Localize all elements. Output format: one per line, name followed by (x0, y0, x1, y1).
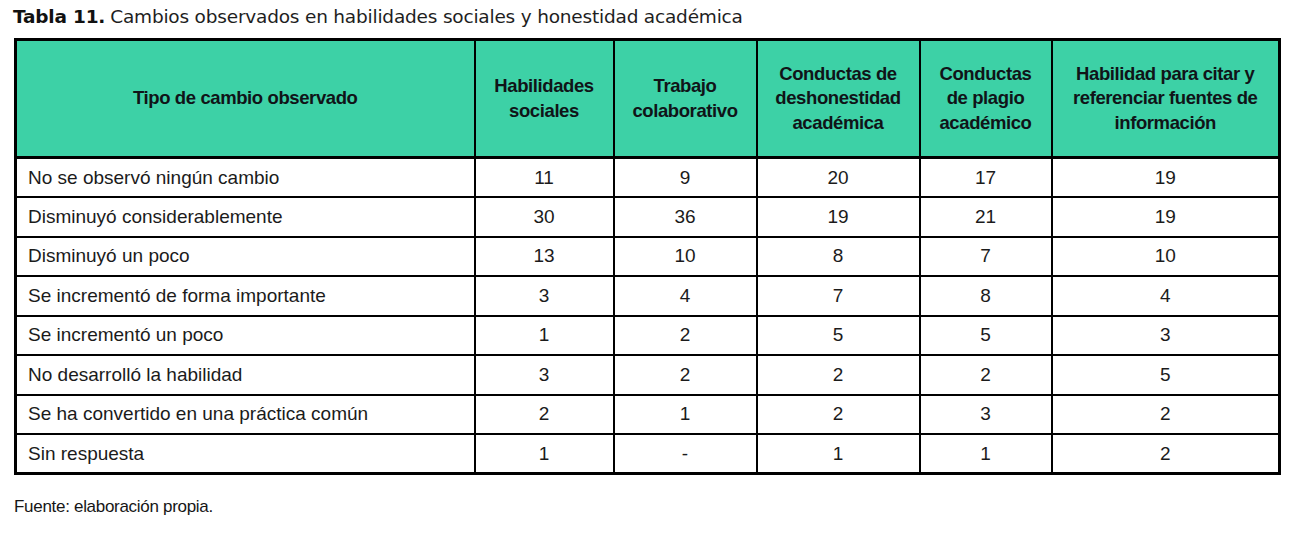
table-row: Se incrementó de forma importante34784 (16, 276, 1280, 316)
cell-value: 2 (757, 355, 920, 395)
cell-value: 2 (475, 395, 614, 435)
cell-value: 5 (757, 316, 920, 356)
cell-value: 7 (757, 276, 920, 316)
cell-value: 5 (1052, 355, 1280, 395)
cell-value: 2 (757, 395, 920, 435)
row-label: Se incrementó un poco (16, 316, 475, 356)
cell-value: 2 (1052, 395, 1280, 435)
cell-value: 2 (920, 355, 1052, 395)
column-header: Conductas de deshonestidad académica (757, 40, 920, 158)
row-label: Se ha convertido en una práctica común (16, 395, 475, 435)
page: Tabla 11.Cambios observados en habilidad… (0, 0, 1290, 533)
row-label: Disminuyó un poco (16, 237, 475, 277)
cell-value: 5 (920, 316, 1052, 356)
cell-value: 1 (475, 316, 614, 356)
cell-value: 8 (920, 276, 1052, 316)
cell-value: 8 (757, 237, 920, 277)
cell-value: 2 (614, 355, 757, 395)
data-table: Tipo de cambio observadoHabilidades soci… (14, 38, 1281, 475)
table-row: No se observó ningún cambio119201719 (16, 158, 1280, 198)
column-header: Conductas de plagio académico (920, 40, 1052, 158)
row-label: Disminuyó considerablemente (16, 197, 475, 237)
cell-value: 3 (1052, 316, 1280, 356)
source-note: Fuente: elaboración propia. (14, 497, 213, 517)
row-label: No se observó ningún cambio (16, 158, 475, 198)
cell-value: 2 (614, 316, 757, 356)
cell-value: 1 (475, 434, 614, 474)
cell-value: 10 (614, 237, 757, 277)
cell-value: 7 (920, 237, 1052, 277)
cell-value: 20 (757, 158, 920, 198)
cell-value: 36 (614, 197, 757, 237)
table-caption-number: Tabla 11. (13, 6, 105, 27)
column-header: Trabajo colaborativo (614, 40, 757, 158)
table-row: Disminuyó considerablemente3036192119 (16, 197, 1280, 237)
header-row: Tipo de cambio observadoHabilidades soci… (16, 40, 1280, 158)
cell-value: - (614, 434, 757, 474)
cell-value: 3 (475, 276, 614, 316)
cell-value: 10 (1052, 237, 1280, 277)
table-row: No desarrolló la habilidad32225 (16, 355, 1280, 395)
cell-value: 19 (757, 197, 920, 237)
row-label: No desarrolló la habilidad (16, 355, 475, 395)
table-row: Se ha convertido en una práctica común21… (16, 395, 1280, 435)
cell-value: 30 (475, 197, 614, 237)
row-label: Se incrementó de forma importante (16, 276, 475, 316)
table-row: Disminuyó un poco13108710 (16, 237, 1280, 277)
cell-value: 19 (1052, 158, 1280, 198)
table-caption-text: Cambios observados en habilidades social… (110, 6, 743, 27)
cell-value: 4 (614, 276, 757, 316)
table-caption: Tabla 11.Cambios observados en habilidad… (13, 6, 743, 27)
cell-value: 4 (1052, 276, 1280, 316)
cell-value: 11 (475, 158, 614, 198)
cell-value: 1 (920, 434, 1052, 474)
table-row: Sin respuesta1-112 (16, 434, 1280, 474)
row-label: Sin respuesta (16, 434, 475, 474)
cell-value: 13 (475, 237, 614, 277)
cell-value: 9 (614, 158, 757, 198)
cell-value: 1 (757, 434, 920, 474)
cell-value: 3 (920, 395, 1052, 435)
cell-value: 1 (614, 395, 757, 435)
table-row: Se incrementó un poco12553 (16, 316, 1280, 356)
cell-value: 17 (920, 158, 1052, 198)
column-header: Habilidades sociales (475, 40, 614, 158)
cell-value: 2 (1052, 434, 1280, 474)
column-header: Tipo de cambio observado (16, 40, 475, 158)
cell-value: 19 (1052, 197, 1280, 237)
cell-value: 21 (920, 197, 1052, 237)
cell-value: 3 (475, 355, 614, 395)
column-header: Habilidad para citar y referenciar fuent… (1052, 40, 1280, 158)
